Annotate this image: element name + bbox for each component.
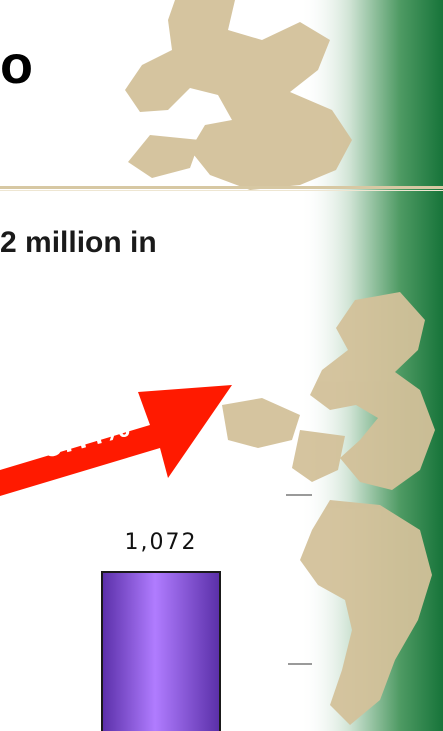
tick-stroke (286, 494, 312, 496)
bar (101, 571, 221, 731)
bar-value-label: 1,072 (124, 530, 198, 555)
subtitle-text: 2 million in (0, 226, 157, 259)
tick-stroke (288, 663, 312, 665)
growth-arrow (0, 385, 232, 496)
calligraphy-watermark (125, 0, 435, 725)
title-rule-highlight (0, 190, 443, 191)
title-rule (0, 186, 443, 189)
page-title: o (0, 35, 33, 95)
